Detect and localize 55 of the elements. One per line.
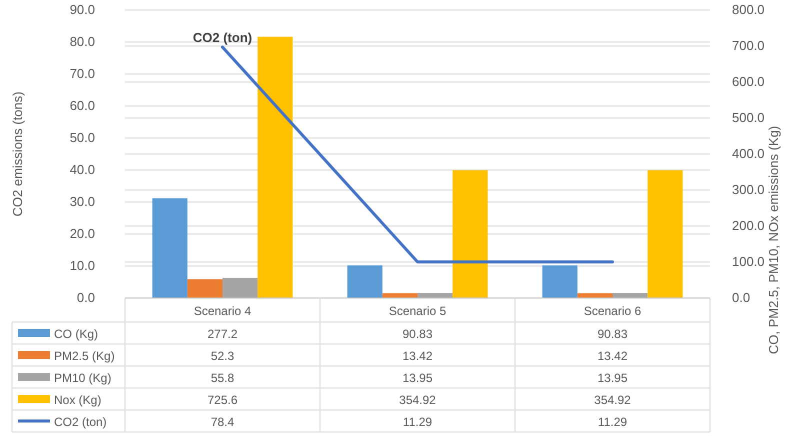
data-label: 55.8 (210, 371, 234, 385)
y-tick-label: 20.0 (70, 226, 95, 242)
bar (347, 265, 382, 298)
y-axis-title: CO2 emissions (tons) (10, 92, 25, 216)
data-label: 13.42 (402, 349, 433, 363)
data-label: 725.6 (207, 393, 238, 407)
data-label: 277.2 (207, 327, 238, 341)
data-label: 13.95 (402, 371, 433, 385)
data-label: 13.42 (597, 349, 628, 363)
bar (577, 293, 612, 298)
data-label: 354.92 (399, 393, 436, 407)
data-label: 11.29 (402, 415, 432, 429)
legend-label: CO (Kg) (54, 327, 98, 341)
y2-tick-label: 100.0 (732, 254, 765, 270)
x-tick-label: Scenario 4 (194, 304, 252, 318)
y-tick-label: 0.0 (76, 290, 95, 306)
legend-label: CO2 (ton) (54, 415, 107, 429)
y-tick-label: 80.0 (70, 34, 95, 50)
y2-tick-label: 700.0 (732, 38, 765, 54)
y-tick-label: 50.0 (70, 130, 95, 146)
bar (542, 265, 578, 298)
y-tick-label: 90.0 (70, 2, 95, 18)
legend-label: Nox (Kg) (54, 393, 102, 407)
data-label: 11.29 (598, 415, 628, 429)
y-tick-label: 40.0 (70, 162, 95, 178)
data-label: 13.95 (597, 371, 628, 385)
bar (452, 170, 488, 298)
y2-tick-label: 800.0 (732, 2, 765, 18)
bar (222, 278, 258, 298)
y-tick-label: 30.0 (70, 194, 95, 210)
bar (648, 170, 683, 298)
legend-label: PM10 (Kg) (54, 371, 112, 385)
legend-label: PM2.5 (Kg) (54, 349, 115, 363)
y2-tick-label: 500.0 (732, 110, 765, 126)
y2-tick-label: 600.0 (732, 74, 765, 90)
x-tick-label: Scenario 5 (388, 304, 447, 318)
bar (258, 36, 293, 298)
annotation: CO2 (ton) (192, 30, 252, 46)
y2-tick-label: 0.0 (732, 290, 750, 306)
data-label: 78.4 (210, 415, 234, 429)
y2-axis-title: CO, PM2.5, PM10, NOx emissions (Kg) (766, 126, 781, 354)
bar (187, 279, 222, 298)
y2-tick-label: 300.0 (732, 182, 765, 198)
y-tick-label: 60.0 (70, 98, 95, 114)
data-label: 52.3 (210, 349, 234, 363)
data-label: 90.83 (597, 327, 628, 341)
bar (152, 198, 188, 298)
x-tick-label: Scenario 6 (584, 304, 642, 318)
data-label: 90.83 (402, 327, 433, 341)
y-tick-label: 10.0 (70, 258, 95, 274)
y2-tick-label: 200.0 (732, 218, 765, 234)
y-tick-label: 70.0 (70, 66, 95, 82)
y2-tick-label: 400.0 (732, 146, 765, 162)
data-label: 354.92 (594, 393, 632, 407)
bar (382, 293, 418, 298)
